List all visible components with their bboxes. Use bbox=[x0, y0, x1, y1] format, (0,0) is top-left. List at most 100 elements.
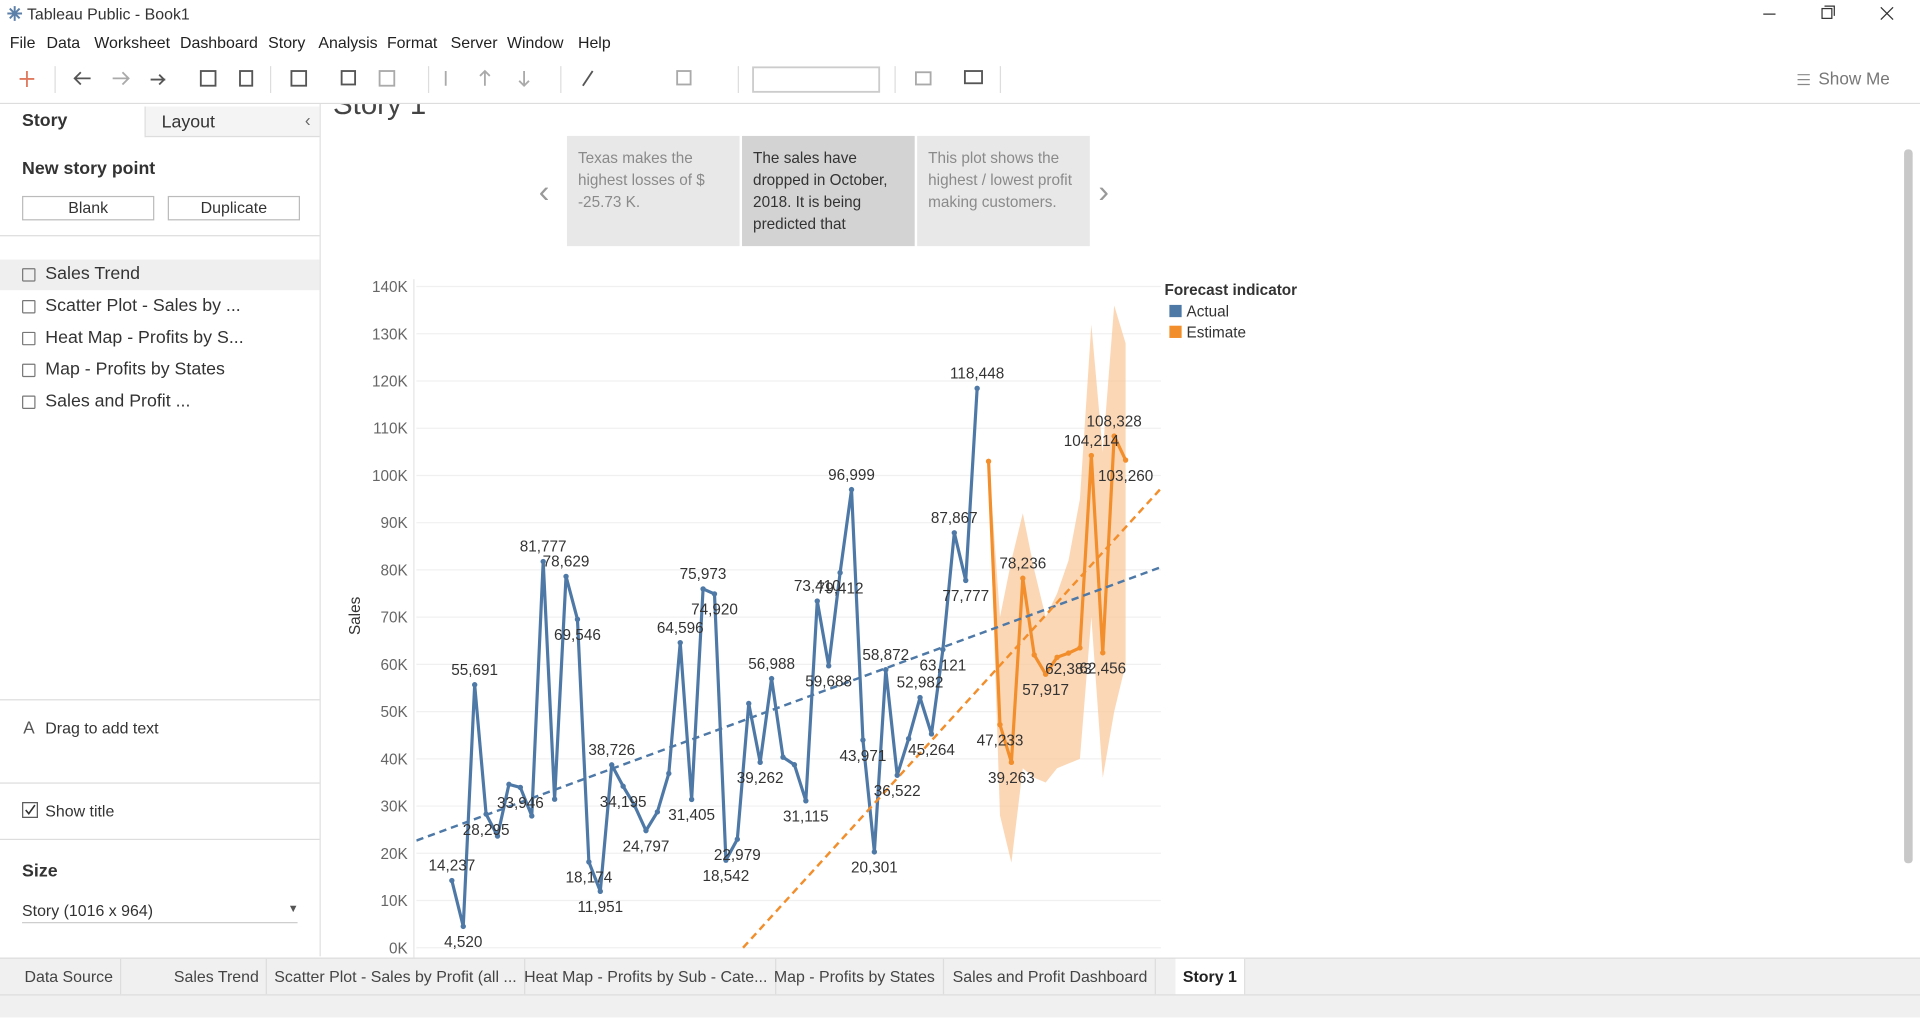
y-axis-title: Sales bbox=[347, 596, 364, 635]
data-point bbox=[529, 813, 535, 819]
data-point bbox=[1031, 652, 1037, 658]
data-label: 69,546 bbox=[554, 627, 601, 644]
data-label: 33,946 bbox=[497, 795, 544, 812]
sheet-tab[interactable]: Story 1 bbox=[1175, 958, 1246, 996]
y-tick-label: 130K bbox=[372, 326, 409, 343]
data-point bbox=[768, 675, 775, 682]
section-title: New story point bbox=[22, 159, 156, 179]
prev-arrow[interactable]: ‹ bbox=[538, 172, 550, 210]
story-sheet-item[interactable]: Sales and Profit ... bbox=[0, 387, 320, 418]
next-arrow[interactable]: › bbox=[1098, 172, 1109, 210]
dropdown-value: Story (1016 x 964) bbox=[22, 901, 154, 920]
y-tick-label: 0K bbox=[389, 940, 409, 957]
sheet-icon bbox=[22, 300, 36, 314]
y-tick-label: 90K bbox=[381, 515, 409, 532]
menu-item[interactable]: File bbox=[9, 33, 36, 52]
blank-button[interactable]: Blank bbox=[22, 195, 155, 221]
drag-text-item[interactable]: Drag to add text bbox=[45, 718, 159, 738]
sheet-tab[interactable]: Data Source bbox=[5, 958, 122, 996]
data-label: 118,448 bbox=[950, 366, 1004, 383]
data-point bbox=[974, 385, 980, 392]
story-point-caption[interactable]: This plot shows the highest / lowest pro… bbox=[917, 135, 1090, 247]
data-point bbox=[620, 783, 626, 789]
story-sheet-item[interactable]: Map - Profits by States bbox=[0, 355, 320, 386]
menu-item[interactable]: Data bbox=[46, 33, 81, 52]
menu-item[interactable]: Analysis bbox=[318, 33, 378, 52]
sheet-tab[interactable]: Sales and Profit Dashboard bbox=[945, 958, 1156, 996]
data-point bbox=[666, 770, 672, 777]
sheet-label: Sales Trend bbox=[45, 264, 141, 285]
menu-item[interactable]: Window bbox=[506, 33, 564, 52]
data-point bbox=[917, 694, 923, 701]
show-me-button[interactable]: Show Me bbox=[1818, 68, 1890, 89]
forecast-band bbox=[988, 305, 1126, 863]
menu-item[interactable]: Format bbox=[386, 33, 438, 52]
tab-label: Story bbox=[22, 111, 68, 132]
data-point bbox=[1077, 645, 1083, 651]
trend-line bbox=[742, 488, 1161, 949]
layout-tab[interactable]: Layout ‹ bbox=[144, 106, 320, 138]
story-tab[interactable]: Story bbox=[0, 107, 145, 139]
story-sheet-item[interactable]: Heat Map - Profits by S... bbox=[0, 323, 320, 354]
menu-item[interactable]: Help bbox=[577, 33, 611, 52]
story-sheet-item[interactable]: Scatter Plot - Sales by ... bbox=[0, 291, 320, 322]
data-label: 39,263 bbox=[988, 770, 1035, 787]
sheet-icon bbox=[22, 395, 36, 409]
data-label: 18,174 bbox=[565, 870, 612, 887]
story-point-caption[interactable]: Texas makes the highest losses of $ -25.… bbox=[566, 135, 740, 247]
data-label: 108,328 bbox=[1087, 413, 1142, 430]
collapse-icon[interactable]: ‹ bbox=[304, 110, 311, 130]
data-point bbox=[1111, 433, 1117, 439]
data-point bbox=[609, 762, 615, 768]
title-bar: Tableau Public - Book1 bbox=[0, 0, 1920, 28]
y-tick-label: 50K bbox=[381, 704, 409, 721]
data-label: 56,988 bbox=[748, 656, 795, 673]
menu-item[interactable]: Server bbox=[450, 33, 498, 52]
size-dropdown[interactable]: Story (1016 x 964) ▼ bbox=[22, 901, 299, 924]
story-point-caption[interactable]: The sales have dropped in October, 2018.… bbox=[742, 135, 915, 247]
checkbox[interactable] bbox=[22, 802, 39, 819]
data-label: 24,797 bbox=[623, 838, 670, 855]
data-point bbox=[928, 731, 935, 737]
data-point bbox=[700, 586, 706, 592]
data-point bbox=[997, 721, 1003, 728]
data-label: 52,982 bbox=[897, 675, 944, 692]
data-label: 59,688 bbox=[805, 674, 852, 691]
data-point bbox=[471, 682, 478, 688]
legend-swatch bbox=[1169, 304, 1182, 318]
data-point bbox=[905, 736, 912, 742]
sheet-tab[interactable]: Sales Trend bbox=[167, 958, 268, 996]
data-label: 78,629 bbox=[543, 554, 590, 571]
data-point bbox=[597, 888, 603, 895]
data-label: 77,777 bbox=[942, 588, 989, 605]
story-sheet-item[interactable]: Sales Trend bbox=[0, 259, 320, 291]
scrollbar-thumb[interactable] bbox=[1904, 149, 1913, 864]
window-controls[interactable] bbox=[1751, 0, 1920, 28]
data-label: 47,233 bbox=[977, 732, 1024, 749]
menu-item[interactable]: Worksheet bbox=[94, 33, 171, 52]
checkbox-label: Show title bbox=[45, 802, 115, 821]
data-point bbox=[791, 762, 798, 768]
sheet-tab[interactable]: Heat Map - Profits by Sub - Cate... bbox=[517, 958, 776, 996]
y-tick-label: 30K bbox=[381, 799, 409, 816]
data-point bbox=[654, 809, 661, 815]
data-label: 96,999 bbox=[828, 467, 875, 484]
menu-item[interactable]: Story bbox=[268, 33, 306, 52]
data-point bbox=[746, 700, 752, 707]
duplicate-button[interactable]: Duplicate bbox=[167, 195, 301, 221]
toolbar-icons[interactable] bbox=[0, 56, 1016, 103]
sheet-tab[interactable]: Map - Profits by States bbox=[767, 958, 944, 996]
data-point bbox=[894, 772, 900, 778]
data-label: 45,264 bbox=[908, 742, 955, 759]
legend-label: Estimate bbox=[1187, 324, 1247, 341]
sheet-tabs: Data Source Sales Trend Scatter Plot - Sal… bbox=[0, 957, 1920, 996]
story-canvas: Story 1 ‹ Texas makes the highest losses… bbox=[320, 104, 1338, 958]
data-point bbox=[985, 458, 992, 464]
sheet-tab[interactable]: Scatter Plot - Sales by Profit (all ... bbox=[267, 958, 526, 996]
data-point bbox=[803, 798, 809, 804]
data-point bbox=[940, 646, 946, 653]
data-point bbox=[563, 573, 569, 580]
menu-item[interactable]: Dashboard bbox=[180, 33, 258, 52]
data-label: 43,971 bbox=[840, 748, 887, 765]
data-label: 58,872 bbox=[862, 647, 909, 664]
